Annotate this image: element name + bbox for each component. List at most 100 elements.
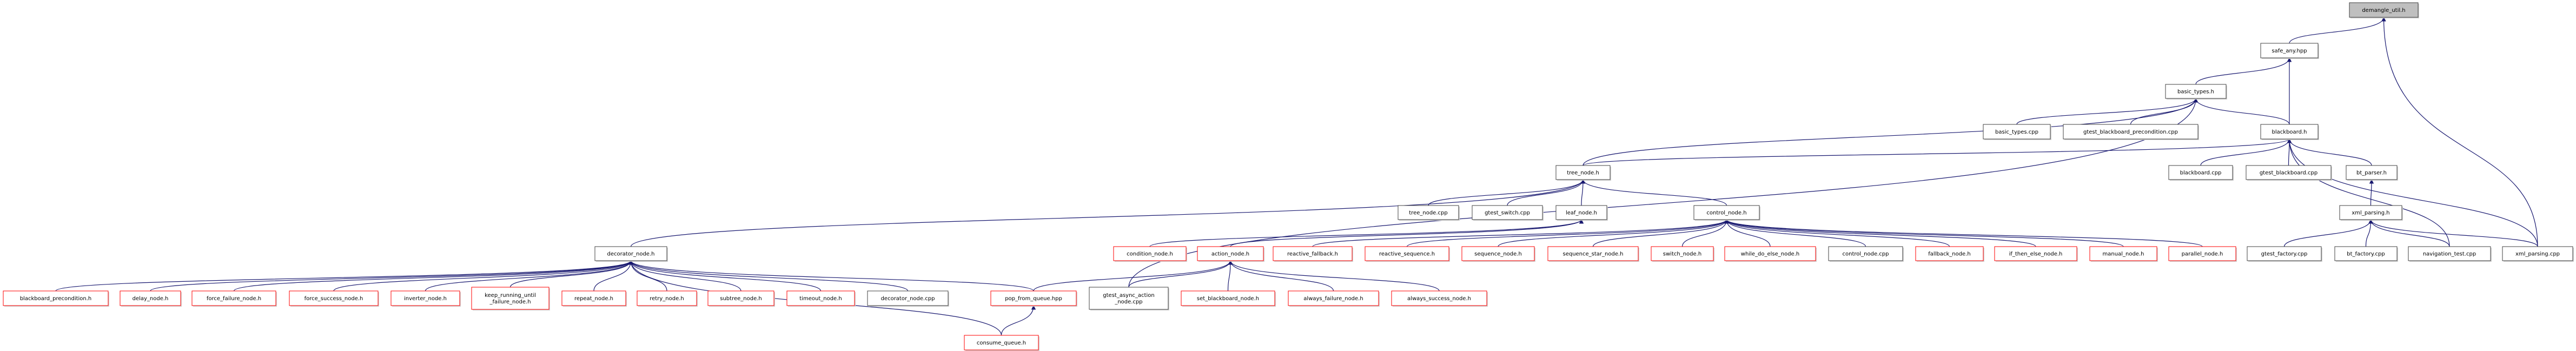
node-manual_node[interactable]: manual_node.h bbox=[2089, 246, 2158, 262]
node-gtest_blackboard[interactable]: gtest_blackboard.cpp bbox=[2246, 165, 2332, 181]
node-inverter_node[interactable]: inverter_node.h bbox=[390, 290, 461, 307]
edge-condition_node-to-leaf_node bbox=[1149, 219, 1584, 247]
node-box bbox=[1089, 287, 1169, 310]
node-label: blackboard.h bbox=[2272, 129, 2307, 135]
node-label: basic_types.cpp bbox=[1995, 129, 2038, 135]
node-decorator_node_cpp[interactable]: decorator_node.cpp bbox=[867, 290, 949, 307]
node-box bbox=[1828, 246, 1903, 261]
edge-switch_node-to-control_node_h bbox=[1681, 219, 1729, 247]
node-navigation_test[interactable]: navigation_test.cpp bbox=[2408, 246, 2492, 262]
node-box bbox=[1113, 246, 1187, 261]
node-retry_node[interactable]: retry_node.h bbox=[637, 290, 698, 307]
node-bb_precondition[interactable]: blackboard_precondition.h bbox=[3, 290, 109, 307]
node-box bbox=[1391, 290, 1487, 306]
node-box bbox=[637, 290, 697, 306]
node-fallback_node[interactable]: fallback_node.h bbox=[1915, 246, 1984, 262]
edge-tree_node_cpp-to-tree_node_h bbox=[1428, 179, 1586, 206]
node-reactive_fallback[interactable]: reactive_fallback.h bbox=[1273, 246, 1353, 262]
node-label: retry_node.h bbox=[650, 296, 684, 302]
node-tree_node_h[interactable]: tree_node.h bbox=[1555, 165, 1611, 181]
edge-always_failure-to-action_node bbox=[1228, 260, 1334, 292]
edge-if_then_else-to-control_node_h bbox=[1724, 219, 2036, 247]
edge-blackboard_h-to-basic_types_h bbox=[2193, 98, 2290, 125]
node-gtest_async[interactable]: gtest_async_action_node.cpp bbox=[1089, 287, 1169, 310]
node-xml_parsing_h[interactable]: xml_parsing.h bbox=[2339, 205, 2403, 221]
node-delay_node[interactable]: delay_node.h bbox=[120, 290, 182, 307]
node-box bbox=[2334, 246, 2398, 261]
node-basic_types_h[interactable]: basic_types.h bbox=[2165, 84, 2227, 100]
node-box bbox=[2168, 246, 2236, 261]
node-label: fallback_node.h bbox=[1928, 251, 1970, 257]
node-condition_node[interactable]: condition_node.h bbox=[1113, 246, 1187, 262]
node-demangle[interactable]: demangle_util.h bbox=[2349, 2, 2419, 18]
edge-tree_node_h-to-basic_types_h bbox=[1582, 98, 2198, 166]
node-label: action_node.h bbox=[1211, 251, 1249, 257]
node-repeat_node[interactable]: repeat_node.h bbox=[561, 290, 627, 307]
node-bt_factory[interactable]: bt_factory.cpp bbox=[2334, 246, 2398, 262]
node-force_success[interactable]: force_success_node.h bbox=[289, 290, 379, 307]
node-box bbox=[2063, 124, 2198, 140]
node-box bbox=[2346, 165, 2398, 180]
edge-gtest_switch-to-tree_node_h bbox=[1507, 179, 1586, 206]
node-box bbox=[1555, 205, 1607, 220]
node-xml_parsing_cpp[interactable]: xml_parsing.cpp bbox=[2502, 246, 2574, 262]
node-parallel_node[interactable]: parallel_node.h bbox=[2168, 246, 2237, 262]
node-while_do_else[interactable]: while_do_else_node.h bbox=[1724, 246, 1817, 262]
node-box bbox=[3, 290, 109, 306]
node-label: if_then_else_node.h bbox=[2009, 251, 2063, 257]
node-control_node_cpp[interactable]: control_node.cpp bbox=[1828, 246, 1904, 262]
node-label: decorator_node.cpp bbox=[881, 296, 935, 302]
node-blackboard_cpp[interactable]: blackboard.cpp bbox=[2168, 165, 2234, 181]
node-box bbox=[867, 290, 949, 306]
node-gtest_bb_pre[interactable]: gtest_blackboard_precondition.cpp bbox=[2063, 124, 2199, 140]
node-label: manual_node.h bbox=[2103, 251, 2144, 257]
node-set_blackboard[interactable]: set_blackboard_node.h bbox=[1181, 290, 1276, 307]
node-label: _node.cpp bbox=[1114, 299, 1142, 305]
node-timeout_node[interactable]: timeout_node.h bbox=[786, 290, 856, 307]
edge-retry_node-to-decorator_node_h bbox=[628, 260, 667, 292]
edge-fallback_node-to-control_node_h bbox=[1724, 219, 1950, 247]
node-box bbox=[2246, 165, 2332, 180]
node-box bbox=[964, 335, 1039, 350]
edge-sequence_node-to-control_node_h bbox=[1498, 219, 1729, 247]
edge-reactive_sequence-to-control_node_h bbox=[1406, 219, 1729, 247]
edge-reactive_fallback-to-control_node_h bbox=[1312, 219, 1729, 247]
node-label: timeout_node.h bbox=[799, 296, 842, 302]
node-sequence_star_node[interactable]: sequence_star_node.h bbox=[1547, 246, 1639, 262]
node-subtree_node[interactable]: subtree_node.h bbox=[707, 290, 775, 307]
node-action_node[interactable]: action_node.h bbox=[1197, 246, 1264, 262]
node-reactive_sequence[interactable]: reactive_sequence.h bbox=[1365, 246, 1450, 262]
node-gtest_switch[interactable]: gtest_switch.cpp bbox=[1472, 205, 1544, 221]
node-bt_parser[interactable]: bt_parser.h bbox=[2346, 165, 2398, 181]
node-basic_types_cpp[interactable]: basic_types.cpp bbox=[1983, 124, 2051, 140]
node-safe_any[interactable]: safe_any.hpp bbox=[2260, 43, 2319, 59]
node-if_then_else[interactable]: if_then_else_node.h bbox=[1994, 246, 2078, 262]
node-gtest_factory[interactable]: gtest_factory.cpp bbox=[2247, 246, 2322, 262]
node-box bbox=[191, 290, 276, 306]
node-control_node_h[interactable]: control_node.h bbox=[1693, 205, 1760, 221]
node-switch_node[interactable]: switch_node.h bbox=[1651, 246, 1714, 262]
node-label: subtree_node.h bbox=[720, 296, 762, 302]
node-decorator_node_h[interactable]: decorator_node.h bbox=[594, 246, 668, 262]
node-consume_queue[interactable]: consume_queue.h bbox=[964, 335, 1039, 351]
node-leaf_node[interactable]: leaf_node.h bbox=[1555, 205, 1608, 221]
node-sequence_node[interactable]: sequence_node.h bbox=[1461, 246, 1535, 262]
node-blackboard_h[interactable]: blackboard.h bbox=[2260, 124, 2319, 140]
node-always_success[interactable]: always_success_node.h bbox=[1391, 290, 1488, 307]
edge-consume_queue-to-pop_from_queue bbox=[1001, 305, 1036, 336]
node-tree_node_cpp[interactable]: tree_node.cpp bbox=[1398, 205, 1460, 221]
node-force_failure[interactable]: force_failure_node.h bbox=[191, 290, 277, 307]
node-label: gtest_blackboard.cpp bbox=[2260, 170, 2317, 176]
edge-force_success-to-decorator_node_h bbox=[333, 260, 633, 292]
edge-safe_any-to-demangle bbox=[2289, 17, 2386, 44]
node-label: set_blackboard_node.h bbox=[1197, 296, 1259, 302]
node-box bbox=[2502, 246, 2573, 261]
node-always_failure[interactable]: always_failure_node.h bbox=[1288, 290, 1380, 307]
edge-bt_factory-to-xml_parsing_h bbox=[2365, 219, 2373, 247]
node-box bbox=[990, 290, 1077, 306]
node-pop_from_queue[interactable]: pop_from_queue.hpp bbox=[990, 290, 1077, 307]
node-label: keep_running_until bbox=[485, 293, 536, 299]
node-keep_running[interactable]: keep_running_until_failure_node.h bbox=[471, 287, 550, 310]
edge-while_do_else-to-control_node_h bbox=[1724, 219, 1771, 247]
